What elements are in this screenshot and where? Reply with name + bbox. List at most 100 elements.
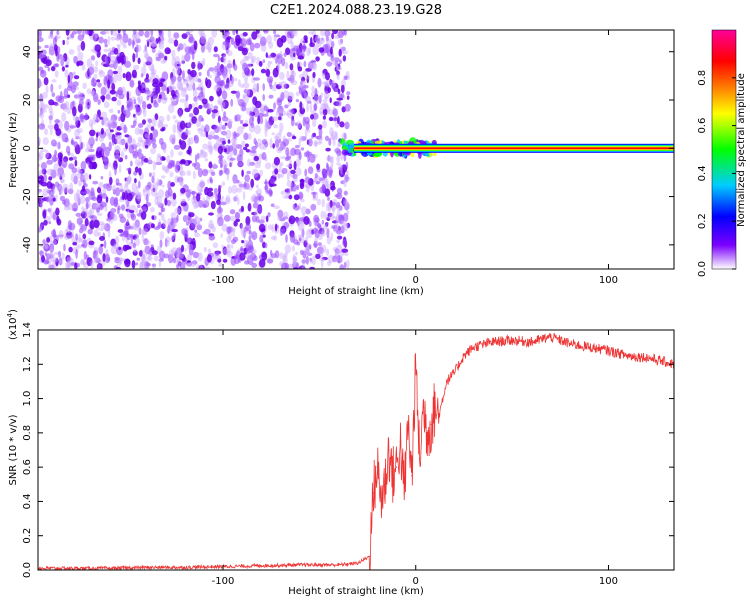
noise-blob	[187, 137, 191, 147]
noise-blob	[321, 81, 328, 85]
noise-blob	[289, 77, 293, 83]
noise-blob	[95, 60, 99, 67]
noise-blob	[264, 127, 268, 138]
noise-blob	[207, 187, 213, 192]
noise-blob	[251, 168, 259, 178]
noise-blob	[200, 183, 206, 187]
noise-blob	[277, 105, 284, 114]
noise-blob	[327, 254, 334, 264]
noise-blob	[279, 122, 284, 132]
noise-blob	[38, 123, 46, 130]
noise-blob	[222, 54, 227, 64]
noise-blob	[89, 207, 95, 218]
noise-blob	[305, 96, 312, 103]
noise-blob	[78, 233, 81, 242]
noise-blob	[248, 244, 254, 254]
noise-blob	[186, 83, 193, 91]
noise-blob	[133, 248, 137, 253]
noise-blob	[198, 30, 203, 36]
noise-blob	[339, 264, 345, 269]
noise-blob	[280, 110, 287, 116]
noise-blob	[335, 213, 339, 223]
noise-blob	[113, 48, 119, 55]
noise-blob	[118, 164, 122, 174]
noise-blob	[317, 77, 322, 88]
noise-blob	[267, 108, 274, 113]
noise-blob	[213, 162, 217, 169]
noise-blob	[332, 30, 339, 35]
noise-blob	[228, 145, 234, 152]
noise-blob	[306, 75, 310, 84]
noise-blob	[50, 66, 56, 72]
noise-blob	[118, 213, 124, 219]
noise-blob	[170, 77, 175, 86]
noise-blob	[245, 149, 251, 153]
noise-blob	[294, 122, 299, 126]
noise-blob	[196, 193, 201, 202]
noise-blob	[97, 212, 103, 217]
noise-blob	[132, 222, 137, 231]
noise-blob	[217, 137, 224, 143]
noise-blob	[38, 66, 44, 72]
noise-blob	[217, 145, 224, 154]
noise-blob	[314, 103, 317, 111]
noise-blob	[151, 117, 157, 127]
noise-blob	[73, 141, 79, 148]
noise-blob	[342, 198, 347, 204]
noise-blob	[72, 241, 78, 246]
noise-blob	[152, 171, 156, 178]
noise-blob	[300, 80, 303, 87]
noise-blob	[325, 82, 330, 86]
noise-blob	[142, 49, 148, 54]
noise-blob	[53, 163, 59, 172]
noise-blob	[52, 184, 56, 195]
noise-blob	[212, 135, 220, 140]
noise-blob	[324, 43, 331, 54]
noise-blob	[160, 175, 166, 179]
noise-blob	[244, 74, 248, 83]
noise-blob	[75, 136, 80, 140]
noise-blob	[321, 256, 328, 261]
noise-blob	[303, 43, 306, 53]
noise-blob	[210, 200, 216, 210]
noise-blob	[173, 144, 181, 150]
noise-blob	[188, 46, 195, 55]
noise-blob	[156, 155, 163, 165]
noise-blob	[222, 132, 227, 136]
noise-blob	[343, 252, 349, 256]
noise-blob	[344, 202, 350, 211]
noise-blob	[248, 123, 255, 133]
noise-blob	[64, 120, 70, 131]
noise-blob	[316, 163, 321, 170]
noise-blob	[249, 110, 253, 118]
noise-blob	[243, 181, 247, 188]
noise-blob	[307, 129, 311, 133]
noise-blob	[238, 183, 245, 188]
noise-blob	[326, 248, 330, 256]
noise-blob	[47, 124, 55, 130]
noise-blob	[194, 154, 198, 163]
noise-blob	[312, 227, 318, 234]
noise-blob	[167, 30, 172, 39]
y-tick-label: 0.6	[22, 459, 33, 475]
noise-blob	[110, 208, 117, 213]
noise-blob	[292, 173, 298, 180]
noise-blob	[100, 31, 107, 35]
noise-blob	[94, 32, 99, 39]
noise-blob	[159, 137, 164, 145]
noise-blob	[79, 135, 82, 145]
noise-blob	[306, 252, 313, 256]
noise-blob	[176, 264, 179, 269]
noise-blob	[112, 76, 118, 84]
noise-blob	[266, 258, 274, 264]
noise-blob	[332, 220, 339, 224]
noise-blob	[174, 119, 179, 124]
noise-blob	[50, 139, 57, 147]
noise-blob	[330, 134, 335, 141]
noise-blob	[58, 250, 62, 258]
noise-blob	[113, 243, 120, 249]
noise-blob	[77, 51, 84, 62]
noise-blob	[117, 229, 124, 233]
noise-blob	[97, 232, 102, 237]
noise-blob	[233, 131, 237, 139]
